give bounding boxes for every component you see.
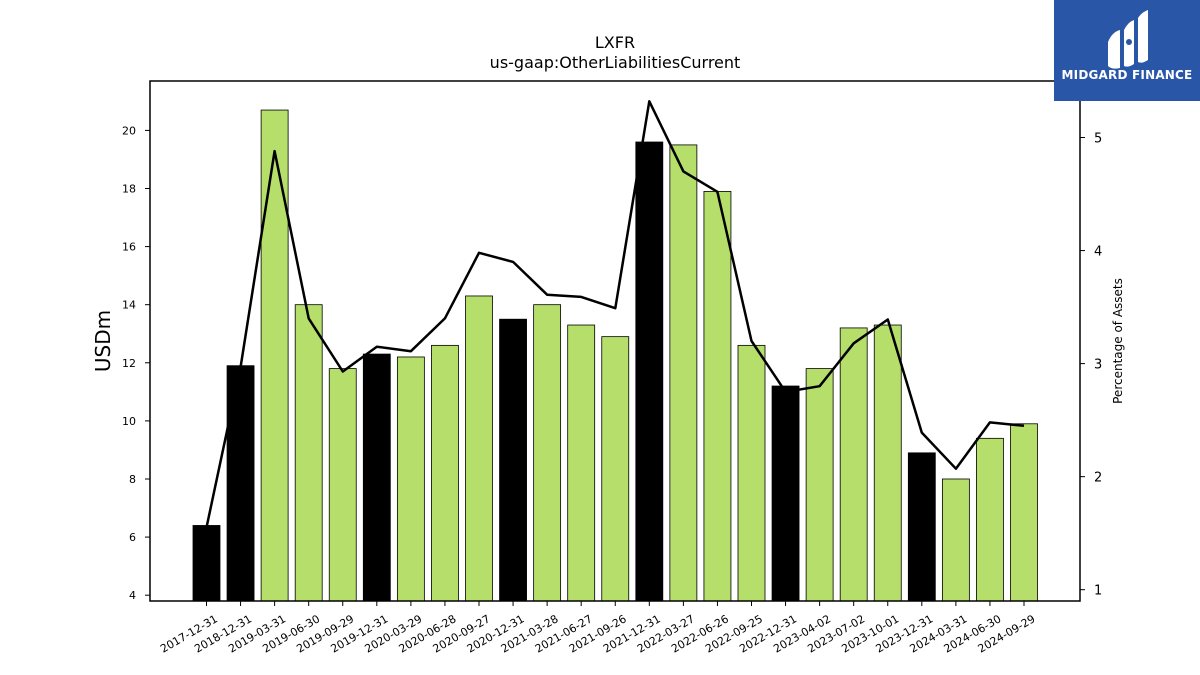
bar-2021-09-26	[601, 336, 630, 602]
y2-tick-label: 2	[1094, 471, 1102, 486]
y2-tick-label: 4	[1094, 245, 1102, 260]
bar-2022-06-26	[703, 190, 732, 602]
bar-2022-03-27	[669, 144, 698, 602]
y-tick-label: 8	[129, 473, 136, 486]
y-tick-label: 14	[122, 299, 136, 312]
y2-tick-label: 5	[1094, 132, 1102, 147]
bar-2019-06-30	[294, 304, 323, 602]
bar-2023-04-02	[805, 368, 834, 602]
bar-2019-09-29	[328, 368, 357, 602]
bar-2023-07-02	[839, 327, 868, 602]
bar-2022-12-31	[771, 385, 800, 602]
bar-2024-06-30	[976, 437, 1004, 602]
y2-tick-label: 3	[1094, 358, 1102, 373]
chart-title: LXFR	[595, 33, 635, 52]
logo-mark-icon	[1108, 10, 1148, 69]
bar-2021-06-27	[567, 324, 596, 602]
y-tick-label: 10	[122, 415, 136, 428]
bar-2018-12-31	[226, 365, 255, 602]
bar-2021-12-31	[635, 141, 664, 602]
bar-2019-03-31	[260, 109, 289, 602]
bar-2017-12-31	[192, 525, 221, 602]
bar-2020-06-28	[431, 344, 459, 602]
logo-text: MIDGARD FINANCE	[1061, 68, 1193, 82]
bar-2023-12-31	[907, 452, 936, 602]
bar-2023-10-01	[873, 324, 902, 602]
bar-2020-09-27	[465, 295, 493, 602]
y-tick-label: 16	[122, 241, 136, 254]
y-tick-label: 12	[122, 357, 136, 370]
y2-tick-label: 1	[1094, 584, 1102, 599]
line-group	[205, 100, 1025, 528]
bars-group	[192, 109, 1038, 602]
bar-2020-03-29	[396, 356, 425, 602]
midgard-finance-logo: MIDGARD FINANCE	[1054, 0, 1200, 101]
y-tick-label: 6	[129, 531, 136, 544]
bar-2020-12-31	[499, 318, 527, 602]
y2-axis-label: Percentage of Assets	[1111, 278, 1125, 404]
bar-2019-12-31	[362, 353, 391, 602]
y-axis-label: USDm	[91, 310, 115, 372]
y-tick-label: 18	[122, 182, 136, 195]
y-tick-label: 20	[122, 124, 136, 137]
bar-2022-09-25	[737, 344, 766, 602]
percentage-line	[205, 100, 1025, 528]
bar-2024-09-29	[1010, 423, 1038, 602]
bar-2024-03-31	[941, 478, 970, 602]
y-tick-label: 4	[129, 589, 136, 602]
chart-subtitle: us-gaap:OtherLiabilitiesCurrent	[490, 53, 741, 72]
bar-2021-03-28	[533, 304, 562, 602]
